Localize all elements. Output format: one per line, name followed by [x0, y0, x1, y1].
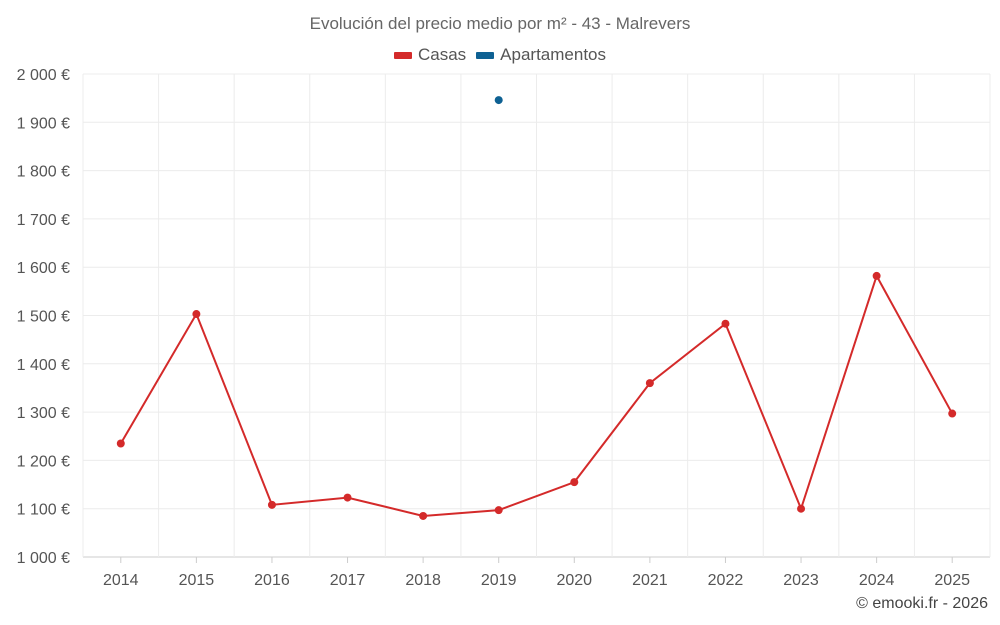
- legend-swatch-apartamentos: [476, 51, 495, 59]
- legend-label-apartamentos: Apartamentos: [500, 45, 607, 64]
- x-tick-label: 2016: [254, 572, 290, 589]
- chart-title: Evolución del precio medio por m² - 43 -…: [309, 14, 691, 33]
- y-tick-label: 1 900 €: [17, 115, 70, 132]
- y-tick-label: 1 600 €: [17, 260, 70, 277]
- x-tick-label: 2015: [179, 572, 215, 589]
- y-tick-label: 1 200 €: [17, 453, 70, 470]
- data-point-casas[interactable]: [721, 319, 730, 328]
- y-tick-label: 1 800 €: [17, 164, 70, 181]
- legend: Casas Apartamentos: [0, 45, 1000, 65]
- series-line-casas: [119, 273, 954, 517]
- x-tick-label: 2023: [783, 572, 819, 589]
- x-tick-label: 2021: [632, 572, 668, 589]
- grid-layer: [82, 73, 991, 558]
- data-point-apartamentos[interactable]: [494, 96, 503, 105]
- data-point-casas[interactable]: [494, 506, 503, 515]
- legend-item-casas[interactable]: Casas: [393, 45, 467, 65]
- y-tick-label: 1 100 €: [17, 502, 70, 519]
- data-point-casas[interactable]: [419, 511, 428, 520]
- x-tick-label: 2018: [405, 572, 441, 589]
- y-tick-label: 1 000 €: [17, 550, 70, 567]
- legend-label-casas: Casas: [417, 45, 467, 64]
- x-tick-label: 2025: [934, 572, 970, 589]
- y-tick-label: 1 500 €: [17, 309, 70, 326]
- data-point-casas[interactable]: [948, 409, 957, 418]
- y-tick-label: 1 700 €: [17, 212, 70, 229]
- data-point-casas[interactable]: [343, 493, 352, 502]
- data-point-casas[interactable]: [872, 271, 881, 280]
- data-point-casas[interactable]: [570, 478, 579, 487]
- data-point-casas[interactable]: [797, 504, 806, 513]
- legend-item-apartamentos[interactable]: Apartamentos: [476, 45, 606, 65]
- x-tick-label: 2024: [859, 572, 895, 589]
- x-tick-label: 2017: [330, 572, 366, 589]
- x-tick-label: 2020: [556, 572, 592, 589]
- data-point-casas[interactable]: [192, 310, 201, 319]
- y-tick-label: 2 000 €: [17, 67, 70, 84]
- y-tick-label: 1 300 €: [17, 405, 70, 422]
- data-point-casas[interactable]: [116, 439, 125, 448]
- legend-swatch-casas: [393, 51, 412, 59]
- data-point-casas[interactable]: [267, 500, 276, 509]
- y-tick-label: 1 400 €: [17, 357, 70, 374]
- x-tick-label: 2014: [103, 572, 139, 589]
- x-tick-label: 2022: [708, 572, 744, 589]
- data-point-casas[interactable]: [645, 379, 654, 388]
- axis-layer: 1 000 € 1 100 € 1 200 € 1 300 € 1 400 € 1 500…: [17, 67, 970, 589]
- series-layer: [116, 96, 957, 520]
- credit-text: © emooki.fr - 2026: [856, 595, 988, 612]
- x-tick-label: 2019: [481, 572, 517, 589]
